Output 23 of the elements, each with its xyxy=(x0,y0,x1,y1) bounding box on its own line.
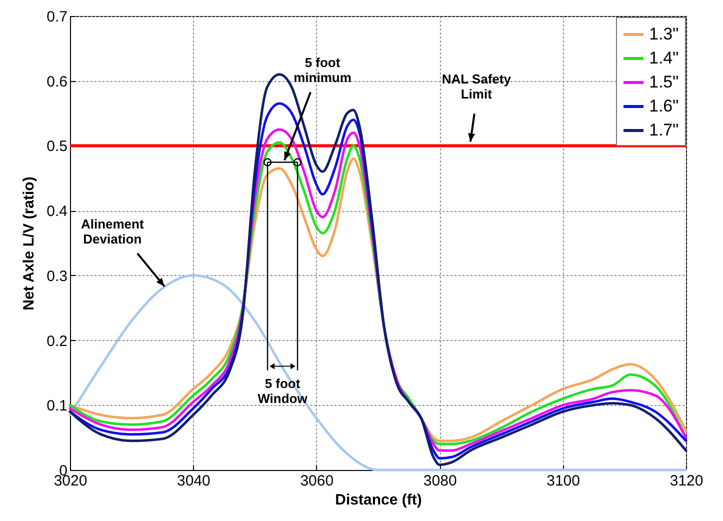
y-tick-label: 0.2 xyxy=(46,332,68,350)
y-tick-label: 0.6 xyxy=(46,73,68,90)
annotation: Alinement Deviation xyxy=(80,216,144,246)
x-tick-label: 3100 xyxy=(546,472,580,490)
y-axis-title: Net Axle L/V (ratio) xyxy=(20,176,38,310)
legend-label: 1.5" xyxy=(649,72,679,92)
ref-line-label: NAL Safety Limit xyxy=(442,72,512,102)
y-tick-label: 0.5 xyxy=(46,138,68,156)
legend-label: 1.6" xyxy=(649,96,679,116)
y-tick-label: 0.1 xyxy=(46,398,68,415)
legend-label: 1.3" xyxy=(649,24,679,44)
x-tick-label: 3080 xyxy=(423,472,457,490)
annotation: 5 foot Window xyxy=(258,376,308,406)
x-tick-label: 3040 xyxy=(177,472,210,490)
annotation: 5 foot minimum xyxy=(294,55,352,86)
x-tick-label: 3060 xyxy=(300,472,334,490)
legend-label: 1.7" xyxy=(649,120,679,140)
x-tick-label: 3120 xyxy=(670,472,704,490)
y-tick-label: 0.3 xyxy=(46,268,68,285)
legend-label: 1.4" xyxy=(649,48,679,68)
x-axis-title: Distance (ft) xyxy=(335,492,422,508)
y-tick-label: 0.7 xyxy=(46,8,68,26)
y-tick-label: 0.4 xyxy=(46,203,68,220)
